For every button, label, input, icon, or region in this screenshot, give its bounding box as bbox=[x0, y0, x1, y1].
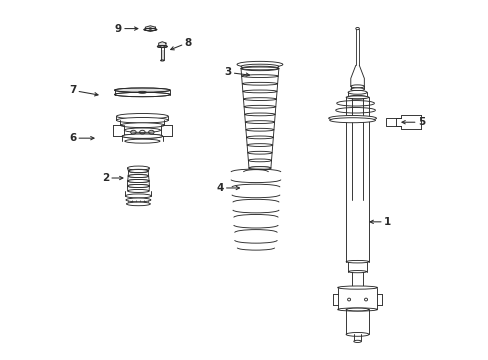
Ellipse shape bbox=[246, 136, 273, 139]
Ellipse shape bbox=[248, 159, 271, 162]
Ellipse shape bbox=[124, 128, 160, 132]
Ellipse shape bbox=[128, 170, 148, 172]
Ellipse shape bbox=[347, 95, 366, 99]
Ellipse shape bbox=[351, 287, 363, 288]
Ellipse shape bbox=[328, 116, 376, 121]
Ellipse shape bbox=[243, 98, 276, 100]
Ellipse shape bbox=[122, 134, 163, 138]
Ellipse shape bbox=[347, 271, 366, 273]
Text: 3: 3 bbox=[224, 67, 249, 77]
Ellipse shape bbox=[244, 113, 275, 116]
Ellipse shape bbox=[120, 123, 164, 127]
Ellipse shape bbox=[346, 260, 368, 263]
Text: 9: 9 bbox=[115, 24, 138, 33]
Ellipse shape bbox=[241, 64, 278, 69]
Ellipse shape bbox=[124, 139, 160, 143]
Polygon shape bbox=[159, 42, 165, 47]
Ellipse shape bbox=[128, 175, 148, 177]
Ellipse shape bbox=[329, 118, 375, 123]
Ellipse shape bbox=[116, 113, 168, 119]
Ellipse shape bbox=[350, 88, 364, 91]
Ellipse shape bbox=[244, 105, 275, 108]
Ellipse shape bbox=[337, 308, 377, 311]
Text: 2: 2 bbox=[102, 173, 122, 183]
Ellipse shape bbox=[157, 45, 167, 48]
Text: 7: 7 bbox=[69, 85, 98, 96]
Ellipse shape bbox=[122, 134, 163, 138]
Ellipse shape bbox=[114, 88, 170, 92]
Ellipse shape bbox=[128, 175, 148, 177]
Ellipse shape bbox=[353, 340, 361, 342]
Ellipse shape bbox=[127, 180, 149, 183]
Ellipse shape bbox=[247, 151, 271, 154]
Ellipse shape bbox=[245, 128, 273, 131]
Ellipse shape bbox=[237, 61, 282, 68]
Ellipse shape bbox=[143, 28, 157, 31]
Ellipse shape bbox=[346, 96, 368, 99]
Ellipse shape bbox=[337, 286, 377, 289]
Ellipse shape bbox=[248, 167, 270, 170]
Ellipse shape bbox=[248, 167, 270, 170]
Ellipse shape bbox=[242, 82, 277, 85]
Ellipse shape bbox=[347, 90, 366, 94]
Ellipse shape bbox=[241, 66, 278, 71]
Ellipse shape bbox=[127, 189, 149, 193]
Ellipse shape bbox=[241, 75, 278, 77]
Ellipse shape bbox=[246, 144, 272, 147]
Ellipse shape bbox=[116, 117, 168, 123]
Text: 5: 5 bbox=[401, 117, 424, 127]
Ellipse shape bbox=[241, 67, 278, 70]
Ellipse shape bbox=[114, 92, 170, 97]
Ellipse shape bbox=[346, 308, 368, 311]
Text: 1: 1 bbox=[369, 217, 390, 227]
Ellipse shape bbox=[127, 180, 149, 183]
Ellipse shape bbox=[243, 90, 277, 93]
Ellipse shape bbox=[127, 184, 149, 188]
Ellipse shape bbox=[245, 121, 274, 123]
Ellipse shape bbox=[355, 27, 359, 30]
Ellipse shape bbox=[346, 333, 368, 336]
Ellipse shape bbox=[127, 184, 149, 188]
Polygon shape bbox=[145, 26, 155, 31]
Ellipse shape bbox=[125, 194, 151, 198]
Ellipse shape bbox=[128, 169, 148, 173]
Text: 8: 8 bbox=[170, 37, 191, 50]
Ellipse shape bbox=[350, 85, 364, 88]
Ellipse shape bbox=[126, 198, 151, 202]
Ellipse shape bbox=[126, 202, 150, 206]
Ellipse shape bbox=[127, 166, 149, 170]
Text: 4: 4 bbox=[216, 183, 239, 193]
Text: 6: 6 bbox=[69, 133, 94, 143]
